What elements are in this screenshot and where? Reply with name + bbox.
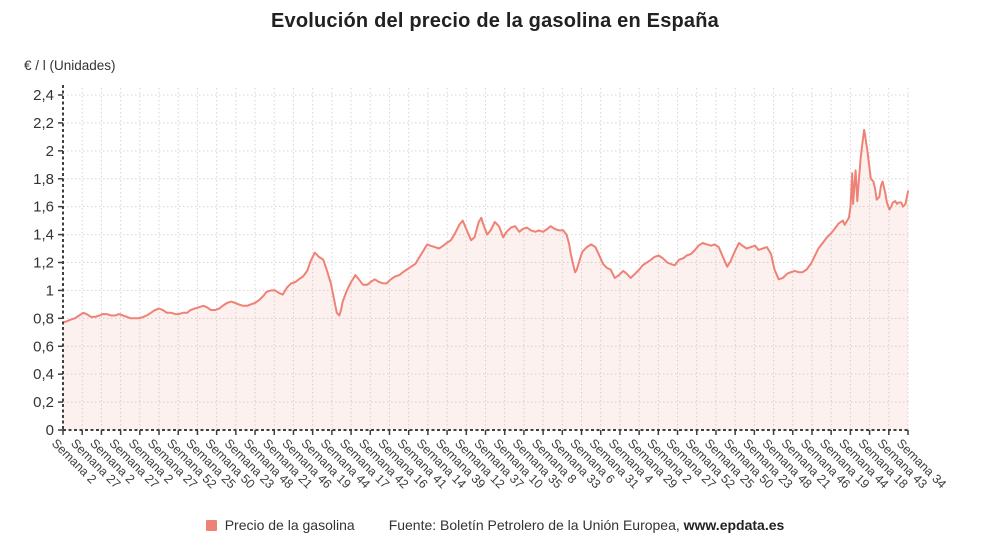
- series-area: [63, 129, 908, 430]
- y-tick-label: 1,2: [33, 255, 54, 272]
- y-tick-label: 1,8: [33, 171, 54, 188]
- legend-label: Precio de la gasolina: [224, 517, 355, 533]
- y-tick-label: 2,2: [33, 115, 54, 132]
- legend-item-gasolina[interactable]: Precio de la gasolina: [205, 517, 355, 533]
- series-line-gasolina: [62, 128, 909, 324]
- source-prefix: Fuente: Boletín Petrolero de la Unión Eu…: [388, 517, 684, 533]
- y-tick-label: 1,6: [33, 199, 54, 216]
- y-axis-unit-label: € / l (Unidades): [24, 58, 116, 73]
- source-text: Fuente: Boletín Petrolero de la Unión Eu…: [389, 517, 785, 533]
- y-tick-label: 1,4: [33, 227, 54, 244]
- y-tick-label: 0,6: [33, 338, 54, 355]
- y-tick-label: 0: [46, 422, 54, 439]
- y-tick-label: 2: [46, 143, 54, 160]
- y-tick-label: 1: [46, 282, 54, 299]
- legend-and-source-row: Precio de la gasolina Fuente: Boletín Pe…: [0, 517, 990, 533]
- y-tick-label: 0,4: [33, 366, 54, 383]
- y-tick-label: 0,2: [33, 394, 54, 411]
- y-tick-label: 2,4: [33, 87, 54, 104]
- chart-title: Evolución del precio de la gasolina en E…: [270, 10, 719, 32]
- legend-swatch-icon: [205, 519, 217, 531]
- y-tick-label: 0,8: [33, 310, 54, 327]
- source-site: www.epdata.es: [683, 517, 785, 533]
